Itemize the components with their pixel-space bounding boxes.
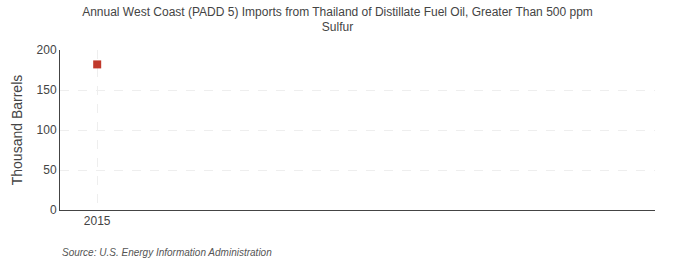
svg-text:2015: 2015 <box>84 214 111 228</box>
svg-text:Annual West Coast (PADD 5) Imp: Annual West Coast (PADD 5) Imports from … <box>82 5 593 35</box>
svg-text:50: 50 <box>43 163 57 177</box>
svg-text:Thousand Barrels: Thousand Barrels <box>9 75 25 186</box>
svg-text:0: 0 <box>50 203 57 217</box>
svg-text:Source: U.S. Energy Informatio: Source: U.S. Energy Information Administ… <box>62 247 272 258</box>
svg-text:150: 150 <box>37 83 57 97</box>
svg-text:100: 100 <box>37 123 57 137</box>
svg-text:200: 200 <box>37 43 57 57</box>
